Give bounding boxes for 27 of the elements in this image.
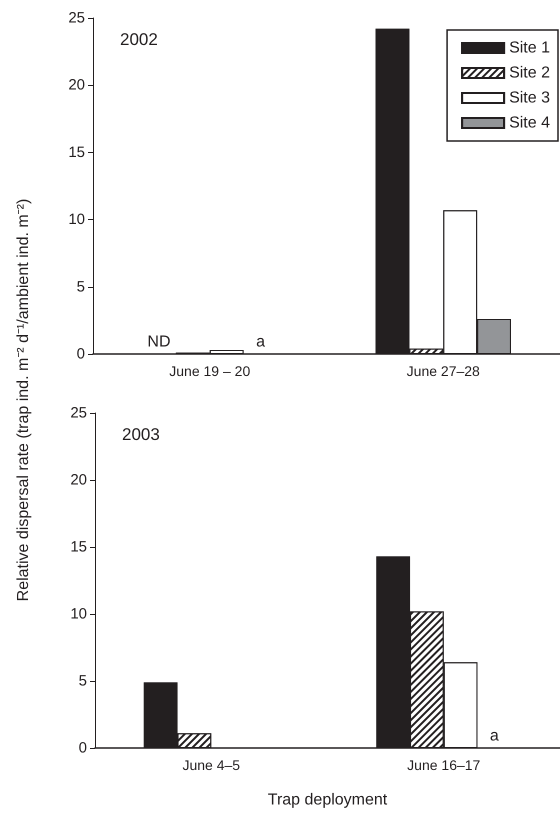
annotation: a [490,728,499,744]
y-tick-label: 25 [68,10,85,26]
x-axis-title: Trap deployment [268,792,388,808]
y-tick-label: 0 [76,346,85,362]
x-tick-label: June 16–17 [407,757,481,773]
y-tick-label: 20 [70,472,87,488]
legend-label: Site 1 [509,40,550,56]
annotation: a [256,334,266,350]
y-axis-title: Relative dispersal rate (trap ind. m⁻² d⁻¹/ambient ind. m⁻²) [14,198,33,602]
x-tick-label: June 4–5 [182,757,240,773]
y-tick-label: 5 [78,672,87,690]
y-tick-label: 15 [68,144,85,161]
y-tick-label: 5 [76,278,85,296]
y-tick-label: 15 [70,538,87,556]
y-tick-label: 20 [68,76,85,94]
y-tick-label: 0 [78,740,87,756]
y-tick-label: 25 [70,404,87,422]
x-tick-label: June 19 – 20 [169,363,250,379]
x-tick-label: June 27–28 [406,363,480,379]
legend-label: Site 2 [509,64,550,82]
legend-label: Site 3 [509,90,550,106]
legend-label: Site 4 [509,114,550,132]
text: 2003 [122,425,160,444]
y-tick-label: 10 [68,211,85,228]
text: 2002 [120,30,158,49]
annotation: ND [147,334,171,350]
y-tick-label: 10 [70,606,87,622]
